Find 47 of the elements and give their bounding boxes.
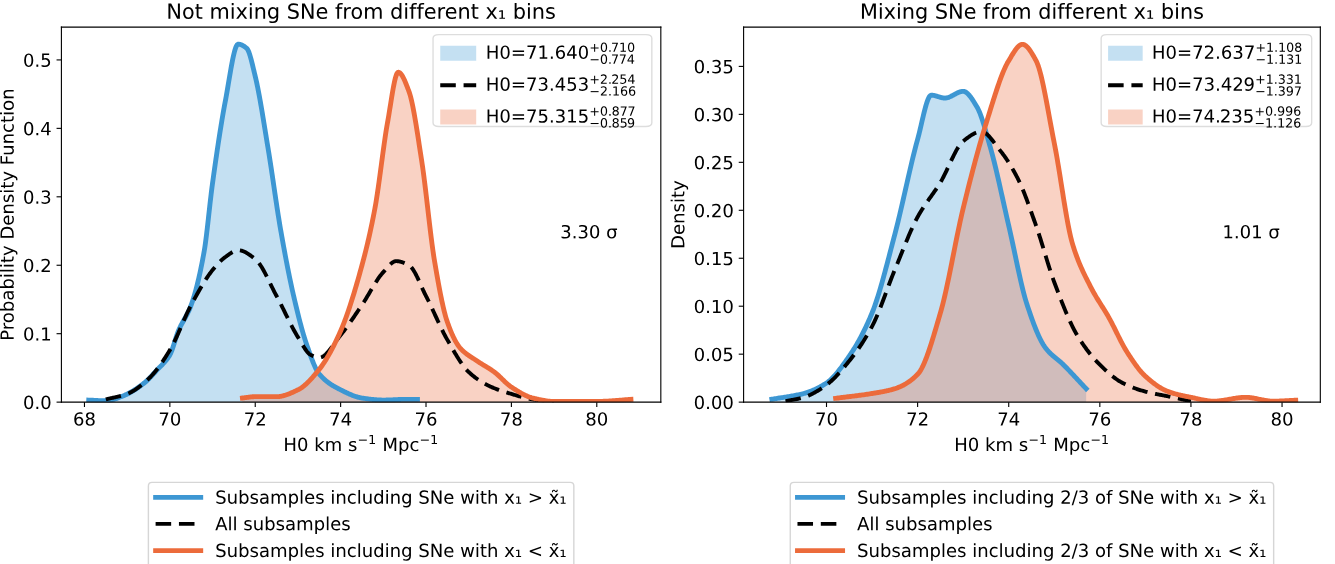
chart-title: Mixing SNe from different x₁ bins xyxy=(861,2,1203,24)
y-tick-label: 0.20 xyxy=(694,203,733,218)
annotation: 3.30 σ xyxy=(561,224,618,239)
x-tick-label: 70 xyxy=(816,412,837,426)
x-tick-label: 74 xyxy=(998,412,1020,426)
x-tick-label: 72 xyxy=(245,412,265,426)
y-tick-label: 0.2 xyxy=(24,258,50,273)
y-tick-label: 0.25 xyxy=(694,155,733,170)
x-tick-label: 68 xyxy=(74,412,95,426)
y-tick-label: 0.35 xyxy=(694,59,733,74)
annotation: 1.01 σ xyxy=(1224,224,1280,239)
y-tick-label: 0.1 xyxy=(24,327,51,341)
x-axis-title: H0 km s$^{−1}$ Mpc$^{−1}$ xyxy=(285,434,438,455)
y-tick-label: 0.5 xyxy=(24,53,51,68)
x-tick-label: 70 xyxy=(159,412,181,426)
y-tick-label: 0.4 xyxy=(24,121,51,136)
y-tick-label: 0.30 xyxy=(694,107,733,122)
chart-title: Not mixing SNe from different x₁ bins xyxy=(168,2,555,24)
annotation: H0=73.429$^{+1.331}$$_{−1.397}$ xyxy=(1153,74,1301,96)
annotation: H0=72.637$^{+1.108}$$_{−1.131}$ xyxy=(1153,42,1302,64)
annotation: H0=71.640$^{+0.710}$$_{−0.774}$ xyxy=(487,42,635,64)
y-tick-label: 0.15 xyxy=(694,251,733,266)
x-tick-label: 78 xyxy=(1180,412,1202,426)
annotation: H0=74.235$^{+0.996}$$_{−1.126}$ xyxy=(1153,106,1301,128)
y-axis-title: Probability Density Function xyxy=(0,89,18,339)
y-tick-label: 0.0 xyxy=(24,395,51,410)
y-tick-label: 0.3 xyxy=(24,190,51,204)
legend-label: Subsamples including 2/3 of SNe with x₁ > x̃₁ xyxy=(858,489,1266,508)
x-tick-label: 76 xyxy=(416,412,437,426)
x-tick-label: 76 xyxy=(1089,412,1111,426)
x-tick-label: 80 xyxy=(586,412,608,426)
x-axis-title: H0 km s$^{−1}$ Mpc$^{−1}$ xyxy=(956,434,1108,455)
annotation: H0=75.315$^{+0.877}$$_{−0.859}$ xyxy=(487,106,635,128)
y-tick-label: 0.10 xyxy=(694,299,733,314)
legend-label: Subsamples including SNe with x₁ > x̃₁ xyxy=(216,489,566,508)
x-tick-label: 74 xyxy=(330,412,352,426)
y-tick-label: 0.00 xyxy=(694,395,733,410)
legend-label: Subsamples including SNe with x₁ < x̃₁ xyxy=(216,542,566,561)
annotation: H0=73.453$^{+2.254}$$_{−2.166}$ xyxy=(487,74,636,96)
legend-label: Subsamples including 2/3 of SNe with x₁ < x̃₁ xyxy=(858,542,1266,561)
x-tick-label: 80 xyxy=(1271,412,1293,426)
x-tick-label: 78 xyxy=(501,412,522,426)
legend-label: All subsamples xyxy=(215,516,350,534)
x-tick-label: 72 xyxy=(907,412,928,426)
y-axis-title: Density xyxy=(670,180,689,248)
legend-label: All subsamples xyxy=(857,516,992,534)
y-tick-label: 0.05 xyxy=(694,347,733,362)
